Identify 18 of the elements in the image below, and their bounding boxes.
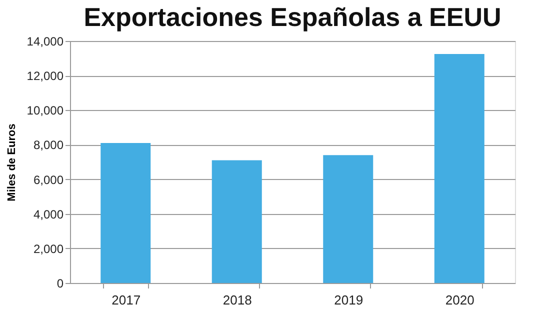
y-tick-label: 12,000 — [26, 69, 64, 84]
bar — [434, 54, 484, 283]
y-tick-label: 6,000 — [33, 172, 64, 187]
y-tick-label: 8,000 — [33, 138, 64, 152]
y-axis-title: Miles de Euros — [6, 124, 18, 202]
x-tick-label: 2018 — [222, 292, 252, 308]
bar — [100, 142, 151, 283]
bar — [323, 155, 374, 283]
x-tick-label: 2020 — [445, 292, 474, 308]
x-tick-label: 2017 — [112, 292, 141, 308]
y-tick-label: 0 — [56, 276, 64, 290]
y-tick-label: 4,000 — [33, 207, 64, 222]
chart-title: Exportaciones Españolas a EEUU — [84, 2, 502, 32]
bar — [212, 160, 262, 283]
y-tick-label: 2,000 — [33, 242, 64, 256]
y-tick-label: 14,000 — [26, 34, 64, 48]
x-tick-label: 2019 — [334, 292, 364, 308]
y-tick-label: 10,000 — [26, 104, 64, 118]
